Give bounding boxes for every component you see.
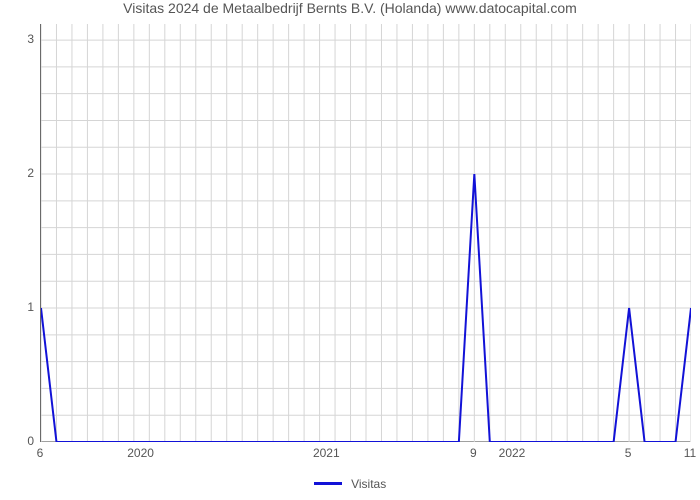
y-tick-label: 1	[4, 300, 34, 314]
x-tick-label: 5	[625, 446, 632, 460]
legend: Visitas	[0, 476, 700, 491]
chart-title: Visitas 2024 de Metaalbedrijf Bernts B.V…	[0, 0, 700, 16]
plot-area	[40, 24, 690, 442]
chart-container: Visitas 2024 de Metaalbedrijf Bernts B.V…	[0, 0, 700, 500]
legend-swatch	[314, 482, 342, 485]
legend-label: Visitas	[351, 477, 386, 491]
x-tick-label: 9	[470, 446, 477, 460]
x-tick-label: 2021	[313, 446, 340, 460]
x-tick-label: 2020	[127, 446, 154, 460]
y-tick-label: 2	[4, 166, 34, 180]
x-tick-label: 11	[684, 446, 696, 460]
y-tick-label: 0	[4, 434, 34, 448]
plot-svg	[41, 24, 691, 442]
x-tick-label: 2022	[499, 446, 526, 460]
y-tick-label: 3	[4, 32, 34, 46]
x-tick-label: 6	[37, 446, 44, 460]
